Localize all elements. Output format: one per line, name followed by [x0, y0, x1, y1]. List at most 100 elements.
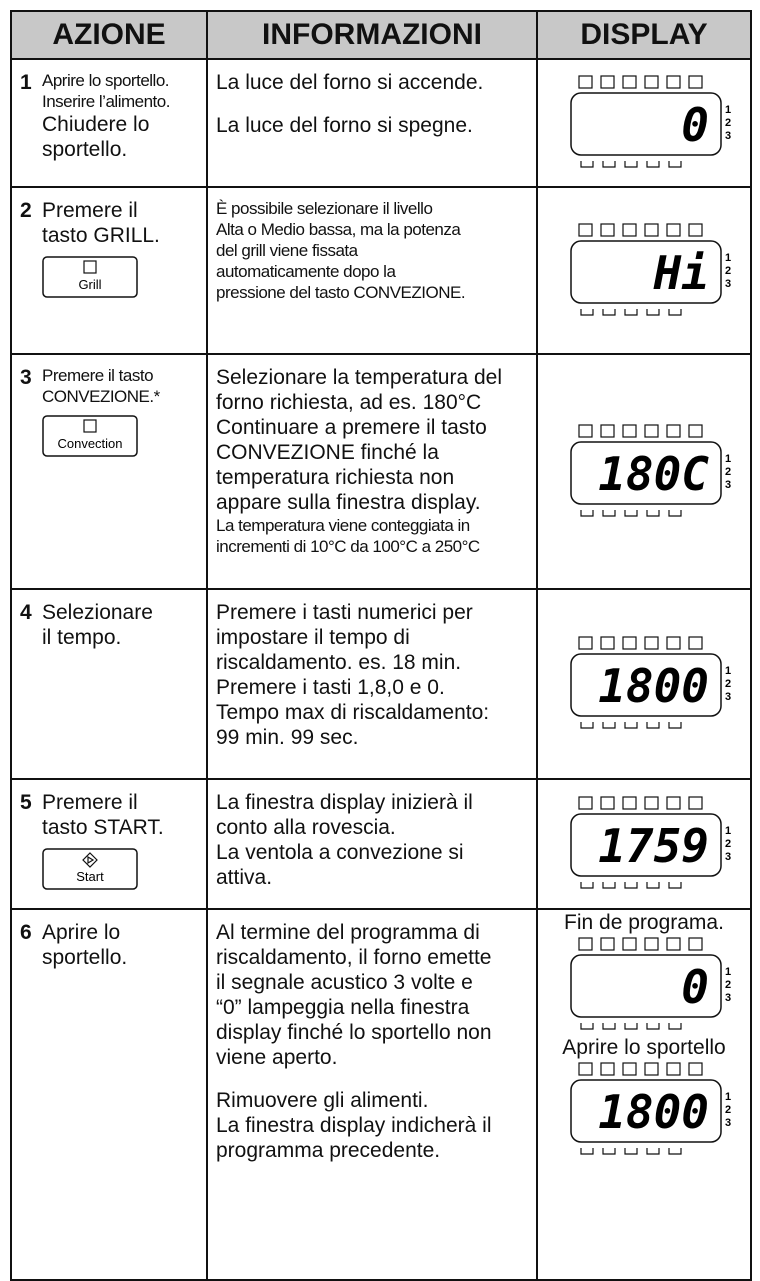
oven-display: 1800 123	[570, 1062, 731, 1155]
instruction-table: AZIONE INFORMAZIONI DISPLAY 1 Aprire lo s…	[10, 10, 752, 1281]
table-row: 6 Aprire lo sportello. Al termine del progr…	[10, 908, 752, 1281]
mode-icon	[688, 1062, 703, 1076]
mode-icon	[622, 222, 637, 237]
info-line: viene aperto.	[216, 1046, 338, 1069]
table-row: 1 Aprire lo sportello. Inserire l’alimento…	[10, 58, 752, 188]
level-label: 1	[725, 252, 731, 264]
rack-icon	[602, 509, 616, 517]
action-cell: 2 Premere il tasto GRILL. Grill	[10, 186, 208, 355]
button-frame	[42, 848, 138, 890]
action-cell: 4 Selezionare il tempo.	[10, 588, 208, 780]
table-row: 3 Premere il tasto CONVEZIONE.* Convection S…	[10, 353, 752, 590]
oven-display: 1759 123	[570, 796, 731, 889]
rack-icon	[602, 161, 616, 168]
info-line: attiva.	[216, 866, 273, 889]
level-label: 2	[725, 466, 731, 478]
level-label: 1	[725, 1091, 731, 1103]
mode-icon	[600, 937, 615, 951]
action-line: CONVEZIONE.*	[42, 387, 160, 406]
mode-icon	[600, 423, 615, 438]
button: Grill	[42, 256, 138, 298]
rack-icon	[646, 722, 660, 729]
info-line: Alta o Medio bassa, ma la potenza	[216, 220, 461, 239]
mode-icon	[666, 423, 681, 438]
info-paragraph: Premere i tasti numerici per impostare il…	[216, 600, 532, 750]
action-cell: 3 Premere il tasto CONVEZIONE.* Convection	[10, 353, 208, 590]
mode-icon	[688, 796, 703, 810]
table-row: 5 Premere il tasto START. Start La finestra …	[10, 778, 752, 910]
info-line: La luce del forno si spegne.	[216, 114, 473, 137]
mode-icon	[644, 937, 659, 951]
button-frame	[42, 256, 138, 298]
display-window	[570, 92, 722, 156]
button: Convection	[42, 415, 138, 457]
level-label: 1	[725, 966, 731, 978]
level-label: 3	[725, 130, 731, 142]
mode-icon	[688, 636, 703, 650]
action-line: Premere il tasto	[42, 366, 154, 385]
header-informazioni: INFORMAZIONI	[206, 10, 538, 60]
button-label: Start	[76, 869, 104, 884]
info-line: CONVEZIONE finché la	[216, 441, 439, 464]
mode-icon	[622, 423, 637, 438]
info-cell: Selezionare la temperatura del forno rich…	[206, 353, 538, 590]
rack-icon	[668, 1023, 682, 1030]
rack-icon	[602, 722, 616, 729]
action-cell: 6 Aprire lo sportello.	[10, 908, 208, 1281]
table-row: 2 Premere il tasto GRILL. Grill È possibile …	[10, 186, 752, 355]
info-cell: La luce del forno si accende. La luce del…	[206, 58, 538, 188]
display-window	[570, 653, 722, 717]
action-cell: 1 Aprire lo sportello. Inserire l’alimento…	[10, 58, 208, 188]
mode-icon	[600, 636, 615, 650]
info-line: Continuare a premere il tasto	[216, 416, 487, 439]
rack-icon	[602, 1023, 616, 1030]
display-reading: 1759	[598, 819, 709, 873]
rack-icon	[646, 882, 660, 889]
rack-icon	[602, 308, 616, 316]
info-line: forno richiesta, ad es. 180°C	[216, 391, 482, 414]
step-number: 3	[20, 366, 32, 389]
oven-display: 0 123	[570, 75, 731, 168]
display-window	[570, 813, 722, 877]
rack-icon	[602, 882, 616, 889]
info-line: conto alla rovescia.	[216, 816, 396, 839]
mode-icon	[622, 75, 637, 89]
display-reading: Hi	[653, 246, 709, 300]
oven-display: 180C 123	[570, 423, 731, 517]
action-line: Chiudere lo	[42, 113, 150, 136]
button-label: Convection	[57, 436, 122, 451]
mode-icon	[578, 423, 593, 438]
button: Start	[42, 848, 138, 890]
display-cell: Hi 1 2 3	[536, 186, 752, 355]
rack-icon	[602, 1148, 616, 1155]
level-label: 2	[725, 678, 731, 690]
rack-icon	[580, 1023, 594, 1030]
info-paragraph: È possibile selezionare il livello Alta o…	[216, 198, 532, 303]
button-icon	[82, 852, 98, 868]
display-cell: Fin de programa. 0 1 2 3 Aprire lo sportello 1…	[536, 908, 752, 1281]
mode-icon	[644, 423, 659, 438]
display-caption: Aprire lo sportello	[562, 1036, 726, 1059]
rack-icon	[624, 882, 638, 889]
button-icon	[83, 260, 97, 274]
info-line: display finché lo sportello non	[216, 1021, 492, 1044]
mode-icon	[644, 796, 659, 810]
display-cell: 1759 1 2 3	[536, 778, 752, 910]
rack-icon	[580, 722, 594, 729]
level-label: 2	[725, 979, 731, 991]
header-row: AZIONE INFORMAZIONI DISPLAY	[10, 10, 752, 60]
action-text: Aprire lo sportello.	[42, 920, 127, 970]
display-window	[570, 954, 722, 1018]
step-number: 6	[20, 921, 32, 944]
mode-icon	[644, 75, 659, 89]
table-row: 4 Selezionare il tempo. Premere i tasti num…	[10, 588, 752, 780]
level-label: 3	[725, 278, 731, 290]
level-label: 1	[725, 825, 731, 837]
info-line: La finestra display inizierà il	[216, 791, 473, 814]
action-line: il tempo.	[42, 626, 122, 649]
level-label: 3	[725, 851, 731, 863]
info-paragraph: Selezionare la temperatura del forno rich…	[216, 365, 532, 557]
info-cell: Al termine del programma di riscaldamento…	[206, 908, 538, 1281]
mode-icon	[622, 796, 637, 810]
